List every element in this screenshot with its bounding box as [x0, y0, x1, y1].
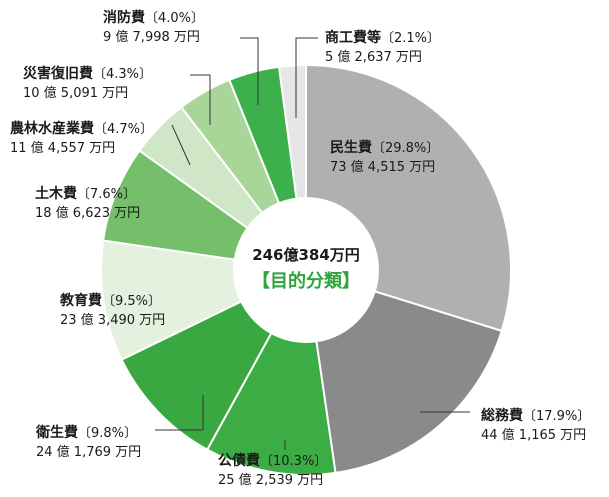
- center-total-label: 246億384万円: [252, 246, 360, 264]
- slice-label-7: 災害復旧費〔4.3%〕: [23, 65, 152, 82]
- slice-amount-9: 5 億 2,637 万円: [325, 49, 422, 65]
- slice-label-4: 教育費〔9.5%〕: [60, 292, 161, 309]
- slice-label-6: 農林水産業費〔4.7%〕: [10, 120, 153, 137]
- slice-amount-0: 73 億 4,515 万円: [330, 159, 435, 175]
- slice-amount-5: 18 億 6,623 万円: [35, 205, 140, 221]
- slice-amount-8: 9 億 7,998 万円: [103, 29, 200, 45]
- slice-label-1: 総務費〔17.9%〕: [481, 407, 590, 424]
- leader-lines: [155, 37, 470, 450]
- leader-line-9: [295, 37, 318, 118]
- leader-line-8: [240, 37, 259, 105]
- donut-hole: [233, 197, 379, 343]
- slice-amount-6: 11 億 4,557 万円: [10, 140, 115, 156]
- slice-amount-3: 24 億 1,769 万円: [36, 444, 141, 460]
- slice-label-9: 商工費等〔2.1%〕: [325, 29, 440, 46]
- slice-amount-7: 10 億 5,091 万円: [23, 85, 128, 101]
- slice-amount-1: 44 億 1,165 万円: [481, 427, 586, 443]
- leader-line-6: [171, 124, 191, 166]
- center-subtitle-label: 【目的分類】: [252, 270, 360, 292]
- slice-label-8: 消防費〔4.0%〕: [103, 9, 204, 26]
- slice-label-5: 土木費〔7.6%〕: [35, 185, 136, 202]
- slice-label-0: 民生費〔29.8%〕: [330, 139, 439, 156]
- leader-line-7: [190, 74, 211, 125]
- slice-label-2: 公債費〔10.3%〕: [218, 452, 327, 469]
- slice-label-3: 衛生費〔9.8%〕: [35, 424, 137, 441]
- leader-line-3: [155, 395, 204, 431]
- slice-amount-4: 23 億 3,490 万円: [60, 312, 165, 328]
- slice-amount-2: 25 億 2,539 万円: [218, 472, 323, 488]
